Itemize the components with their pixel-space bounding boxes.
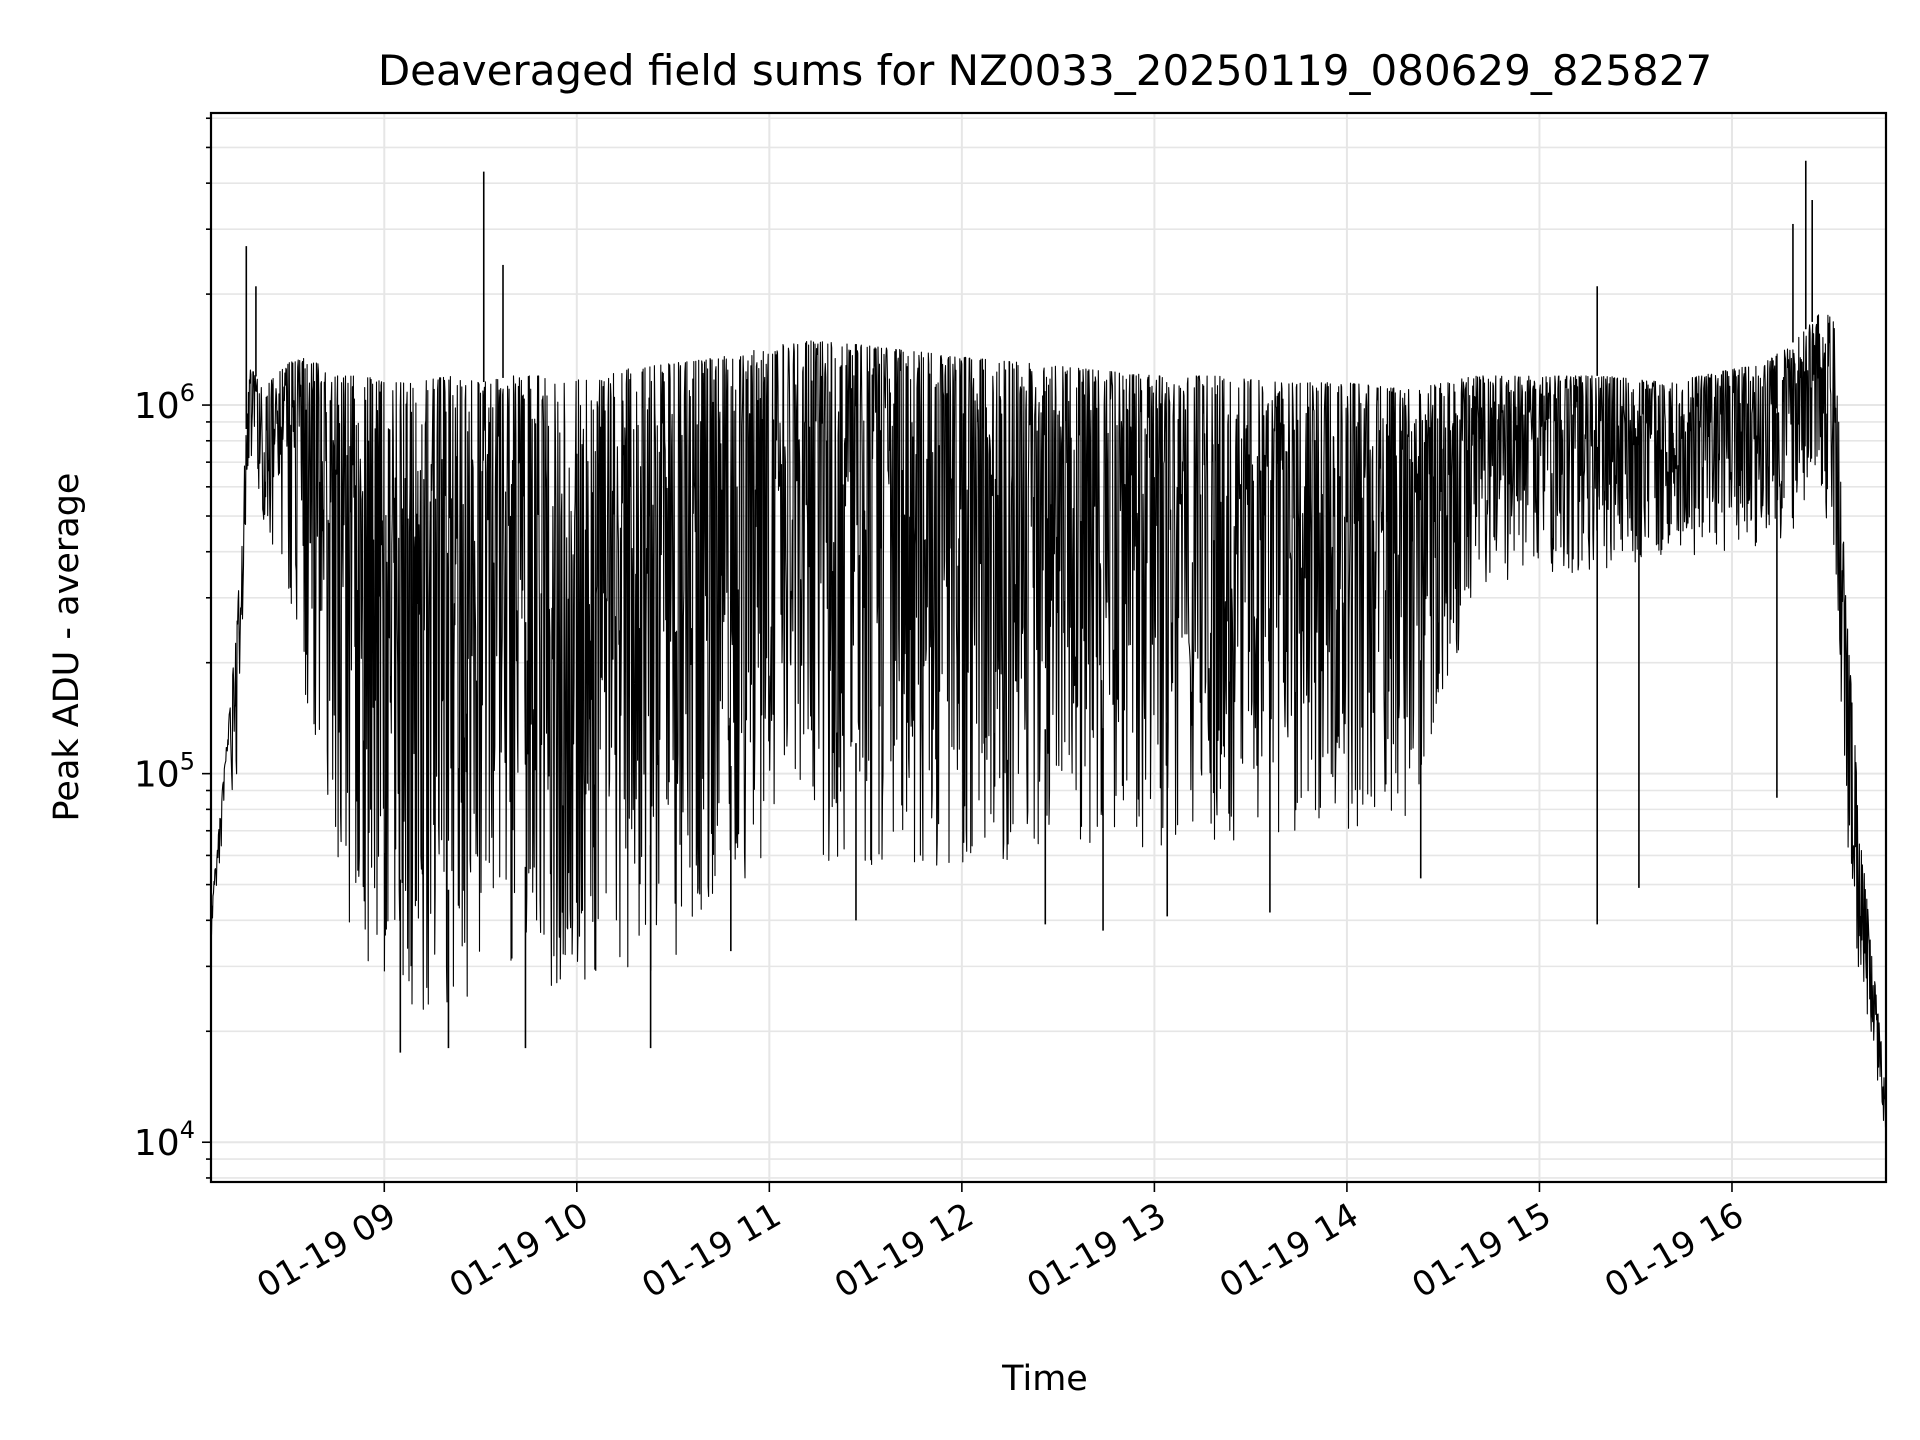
x-axis-label: Time [1001,1359,1088,1399]
y-tick-label: 106 [134,379,195,427]
plot-frame [209,111,1888,1184]
data-series [210,160,1887,1128]
y-tick-label: 104 [134,1116,195,1164]
series-line [210,314,1887,1128]
y-axis-label: Peak ADU - average [47,473,87,822]
y-ticks: 104 105 106 [134,117,211,1179]
y-tick-label: 105 [134,748,195,796]
chart-title: Deaveraged field sums for NZ0033_2025011… [378,46,1712,95]
